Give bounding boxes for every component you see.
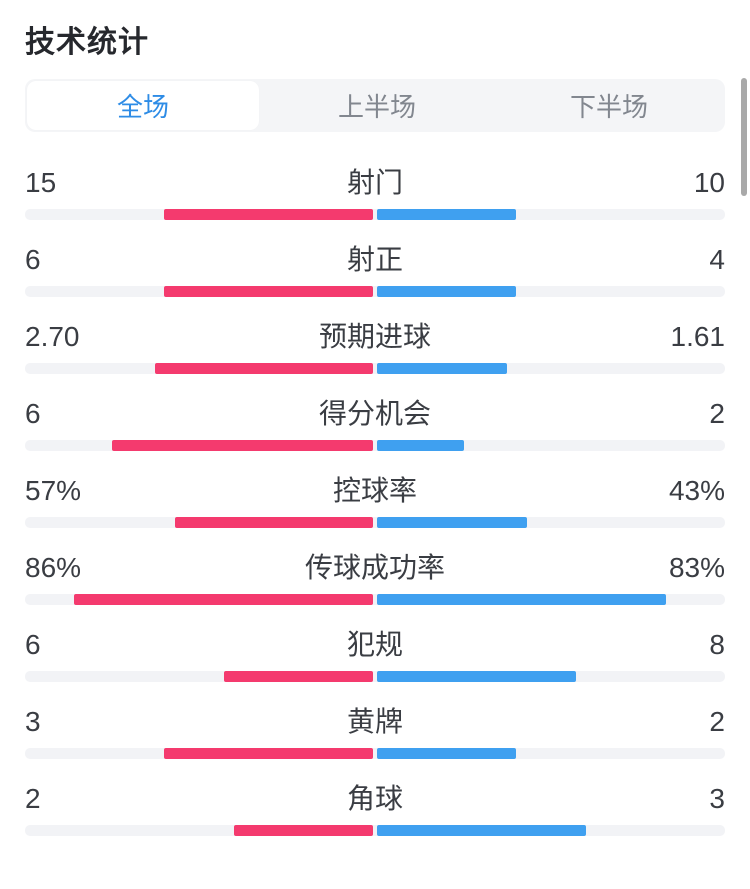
stat-row-yellow-cards: 3 黄牌 2 [25, 705, 725, 759]
away-value: 2 [709, 706, 725, 737]
page-title: 技术统计 [25, 26, 149, 59]
tab-first-half[interactable]: 上半场 [337, 92, 416, 122]
away-bar [377, 594, 666, 605]
home-bar [164, 209, 373, 220]
away-value: 8 [709, 629, 725, 660]
home-bar [164, 286, 373, 297]
stat-label: 控球率 [332, 475, 418, 506]
stat-bar-track [25, 363, 725, 374]
home-bar [164, 748, 373, 759]
stat-bar-track [25, 594, 725, 605]
home-value: 2.70 [25, 321, 80, 352]
stat-row-shots-on-target: 6 射正 4 [25, 243, 725, 297]
home-bar [112, 440, 373, 451]
away-bar [377, 748, 517, 759]
stat-label: 犯规 [346, 629, 404, 660]
away-bar [377, 209, 517, 220]
away-bar [377, 671, 576, 682]
home-value: 6 [25, 629, 41, 660]
scrollbar-thumb[interactable] [741, 78, 747, 196]
home-value: 2 [25, 783, 41, 814]
stat-row-expected-goals: 2.70 预期进球 1.61 [25, 320, 725, 374]
stat-bar-track [25, 440, 725, 451]
stat-label: 得分机会 [318, 398, 432, 429]
stat-label: 射正 [346, 244, 404, 275]
stat-bar-track [25, 748, 725, 759]
stats-panel: 技术统计 全场 上半场 下半场 15 射门 10 6 射正 4 [0, 26, 750, 836]
tab-second-half[interactable]: 下半场 [569, 92, 648, 122]
home-bar [223, 671, 373, 682]
stat-row-fouls: 6 犯规 8 [25, 628, 725, 682]
stat-row-big-chances: 6 得分机会 2 [25, 397, 725, 451]
tab-full-match[interactable]: 全场 [27, 81, 259, 130]
home-value: 86% [25, 552, 82, 583]
away-value: 10 [693, 167, 725, 198]
away-value: 4 [709, 244, 725, 275]
away-bar [377, 825, 586, 836]
stat-bar-track [25, 209, 725, 220]
stat-row-pass-accuracy: 86% 传球成功率 83% [25, 551, 725, 605]
away-bar [377, 517, 527, 528]
away-bar [377, 363, 507, 374]
stat-bar-track [25, 286, 725, 297]
home-bar [73, 594, 373, 605]
away-value: 83% [668, 552, 725, 583]
away-bar [377, 440, 464, 451]
stat-label: 黄牌 [346, 706, 404, 737]
stat-label: 传球成功率 [304, 552, 446, 583]
period-tabs: 全场 上半场 下半场 [25, 79, 725, 132]
home-bar [233, 825, 373, 836]
home-value: 6 [25, 244, 41, 275]
stats-list: 15 射门 10 6 射正 4 2.70 预期进球 [25, 166, 725, 836]
stat-label: 射门 [346, 167, 404, 198]
stat-row-shots: 15 射门 10 [25, 166, 725, 220]
stat-label: 预期进球 [318, 321, 432, 352]
stat-row-possession: 57% 控球率 43% [25, 474, 725, 528]
home-bar [155, 363, 373, 374]
stat-row-corners: 2 角球 3 [25, 782, 725, 836]
home-value: 57% [25, 475, 82, 506]
home-value: 15 [25, 167, 57, 198]
home-bar [174, 517, 373, 528]
away-value: 43% [668, 475, 725, 506]
stat-bar-track [25, 517, 725, 528]
home-value: 6 [25, 398, 41, 429]
stat-bar-track [25, 825, 725, 836]
stat-label: 角球 [346, 783, 404, 814]
away-value: 2 [709, 398, 725, 429]
away-value: 1.61 [670, 321, 726, 352]
home-value: 3 [25, 706, 41, 737]
stat-bar-track [25, 671, 725, 682]
away-bar [377, 286, 517, 297]
away-value: 3 [709, 783, 725, 814]
